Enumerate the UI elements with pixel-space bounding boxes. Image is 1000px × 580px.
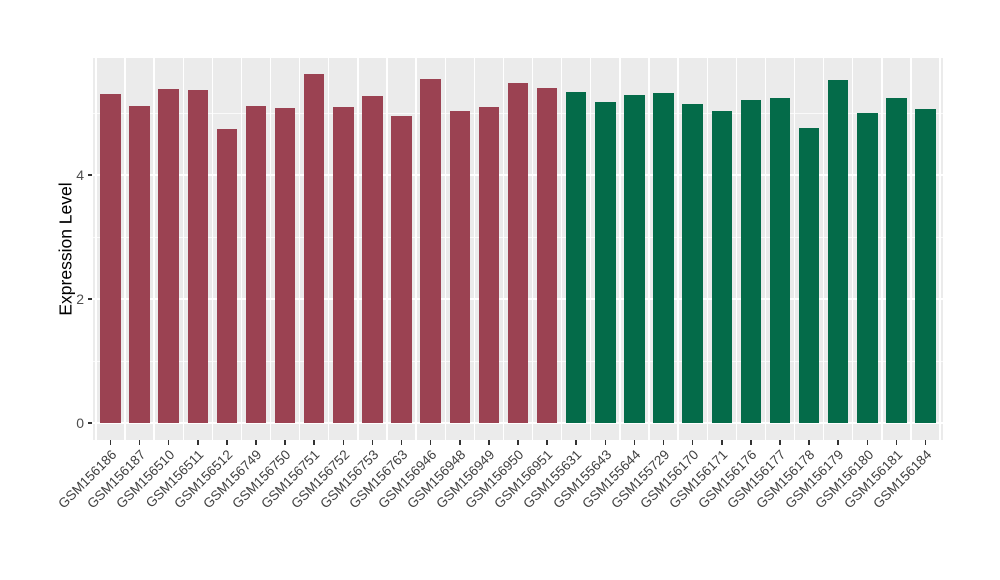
x-tick-mark [459, 440, 461, 445]
x-tick-mark [633, 440, 636, 445]
x-tick-mark [109, 440, 112, 445]
x-tick-mark [837, 440, 839, 445]
x-tick-mark [138, 440, 141, 445]
gridline-vertical [153, 58, 155, 440]
x-tick-mark [197, 440, 199, 445]
gridline-vertical [182, 58, 184, 440]
bar-GSM156186 [100, 94, 121, 423]
bar-GSM156178 [798, 127, 820, 423]
x-tick-mark [313, 440, 315, 445]
gridline-vertical [822, 58, 825, 440]
gridline-vertical [735, 58, 737, 440]
bar-GSM156946 [420, 78, 441, 423]
x-tick-mark [517, 440, 519, 445]
gridline-vertical [852, 58, 854, 440]
gridline-vertical [939, 58, 941, 440]
bar-GSM156184 [915, 109, 936, 423]
gridline-vertical [298, 58, 301, 440]
x-tick-mark [808, 440, 810, 445]
bar-GSM156171 [711, 111, 732, 423]
bar-GSM156512 [216, 129, 238, 423]
gridline-vertical [560, 58, 563, 440]
x-tick-mark [662, 440, 665, 445]
gridline-vertical [328, 58, 330, 440]
gridline-vertical [502, 58, 505, 440]
gridline-vertical [531, 58, 534, 440]
gridline-vertical [590, 58, 592, 440]
bar-GSM156180 [857, 113, 878, 423]
y-tick-label-0: 0 [76, 415, 84, 431]
bar-GSM156751 [304, 73, 325, 423]
bar-GSM156950 [507, 83, 529, 423]
x-tick-mark [575, 440, 577, 445]
x-tick-mark [488, 440, 490, 445]
x-tick-mark [546, 440, 548, 445]
gridline-vertical [793, 58, 796, 440]
bar-GSM156179 [828, 79, 849, 423]
x-tick-mark [226, 440, 228, 445]
bar-GSM156750 [274, 108, 296, 423]
x-tick-mark [604, 440, 607, 445]
bar-GSM156170 [682, 103, 703, 423]
bar-GSM155644 [624, 95, 645, 423]
bar-GSM156187 [129, 106, 150, 423]
gridline-vertical [764, 58, 767, 440]
x-tick-mark [750, 440, 752, 445]
gridline-vertical [95, 58, 97, 440]
gridline-vertical [211, 58, 214, 440]
x-tick-mark [400, 440, 403, 445]
gridline-vertical [677, 58, 679, 440]
bar-GSM156951 [536, 87, 558, 423]
bar-GSM156510 [158, 88, 179, 423]
x-tick-mark [255, 440, 257, 445]
y-tick-label-4: 4 [76, 167, 84, 183]
gridline-vertical [124, 58, 126, 440]
gridline-vertical [357, 58, 359, 440]
y-tick-mark-4 [87, 174, 92, 176]
bar-GSM156949 [478, 106, 500, 423]
bar-GSM156749 [245, 106, 267, 423]
gridline-vertical [619, 58, 621, 440]
gridline-vertical [444, 58, 446, 440]
bar-GSM156177 [769, 98, 791, 423]
gridline-major-y0 [93, 422, 943, 424]
gridline-vertical [386, 58, 388, 440]
bar-GSM156752 [333, 106, 354, 423]
bar-GSM156753 [362, 95, 383, 423]
x-tick-mark [779, 440, 781, 445]
plot-panel [93, 58, 943, 440]
bar-GSM156181 [886, 98, 907, 423]
gridline-vertical [240, 58, 243, 440]
bar-GSM155729 [653, 93, 674, 423]
gridline-vertical [910, 58, 912, 440]
x-tick-mark [866, 440, 869, 445]
x-tick-mark [691, 440, 694, 445]
bar-GSM156948 [449, 111, 470, 423]
gridline-vertical [415, 58, 417, 440]
x-tick-mark [342, 440, 345, 445]
x-tick-mark [167, 440, 170, 445]
y-tick-mark-0 [87, 422, 92, 424]
gridline-vertical [881, 58, 883, 440]
bar-GSM156763 [391, 116, 412, 423]
x-tick-mark [895, 440, 898, 445]
gridline-vertical [706, 58, 708, 440]
x-tick-mark [284, 440, 286, 445]
y-tick-mark-2 [87, 298, 92, 300]
x-tick-mark [924, 440, 927, 445]
gridline-vertical [648, 58, 650, 440]
y-tick-label-2: 2 [76, 291, 84, 307]
bar-GSM155643 [595, 102, 616, 423]
bar-GSM155631 [566, 91, 587, 423]
bar-GSM156176 [740, 99, 762, 423]
bar-GSM156511 [187, 90, 208, 423]
gridline-vertical [473, 58, 476, 440]
gridline-vertical [269, 58, 272, 440]
x-tick-mark [721, 440, 723, 445]
x-tick-mark [429, 440, 432, 445]
x-tick-mark [371, 440, 374, 445]
